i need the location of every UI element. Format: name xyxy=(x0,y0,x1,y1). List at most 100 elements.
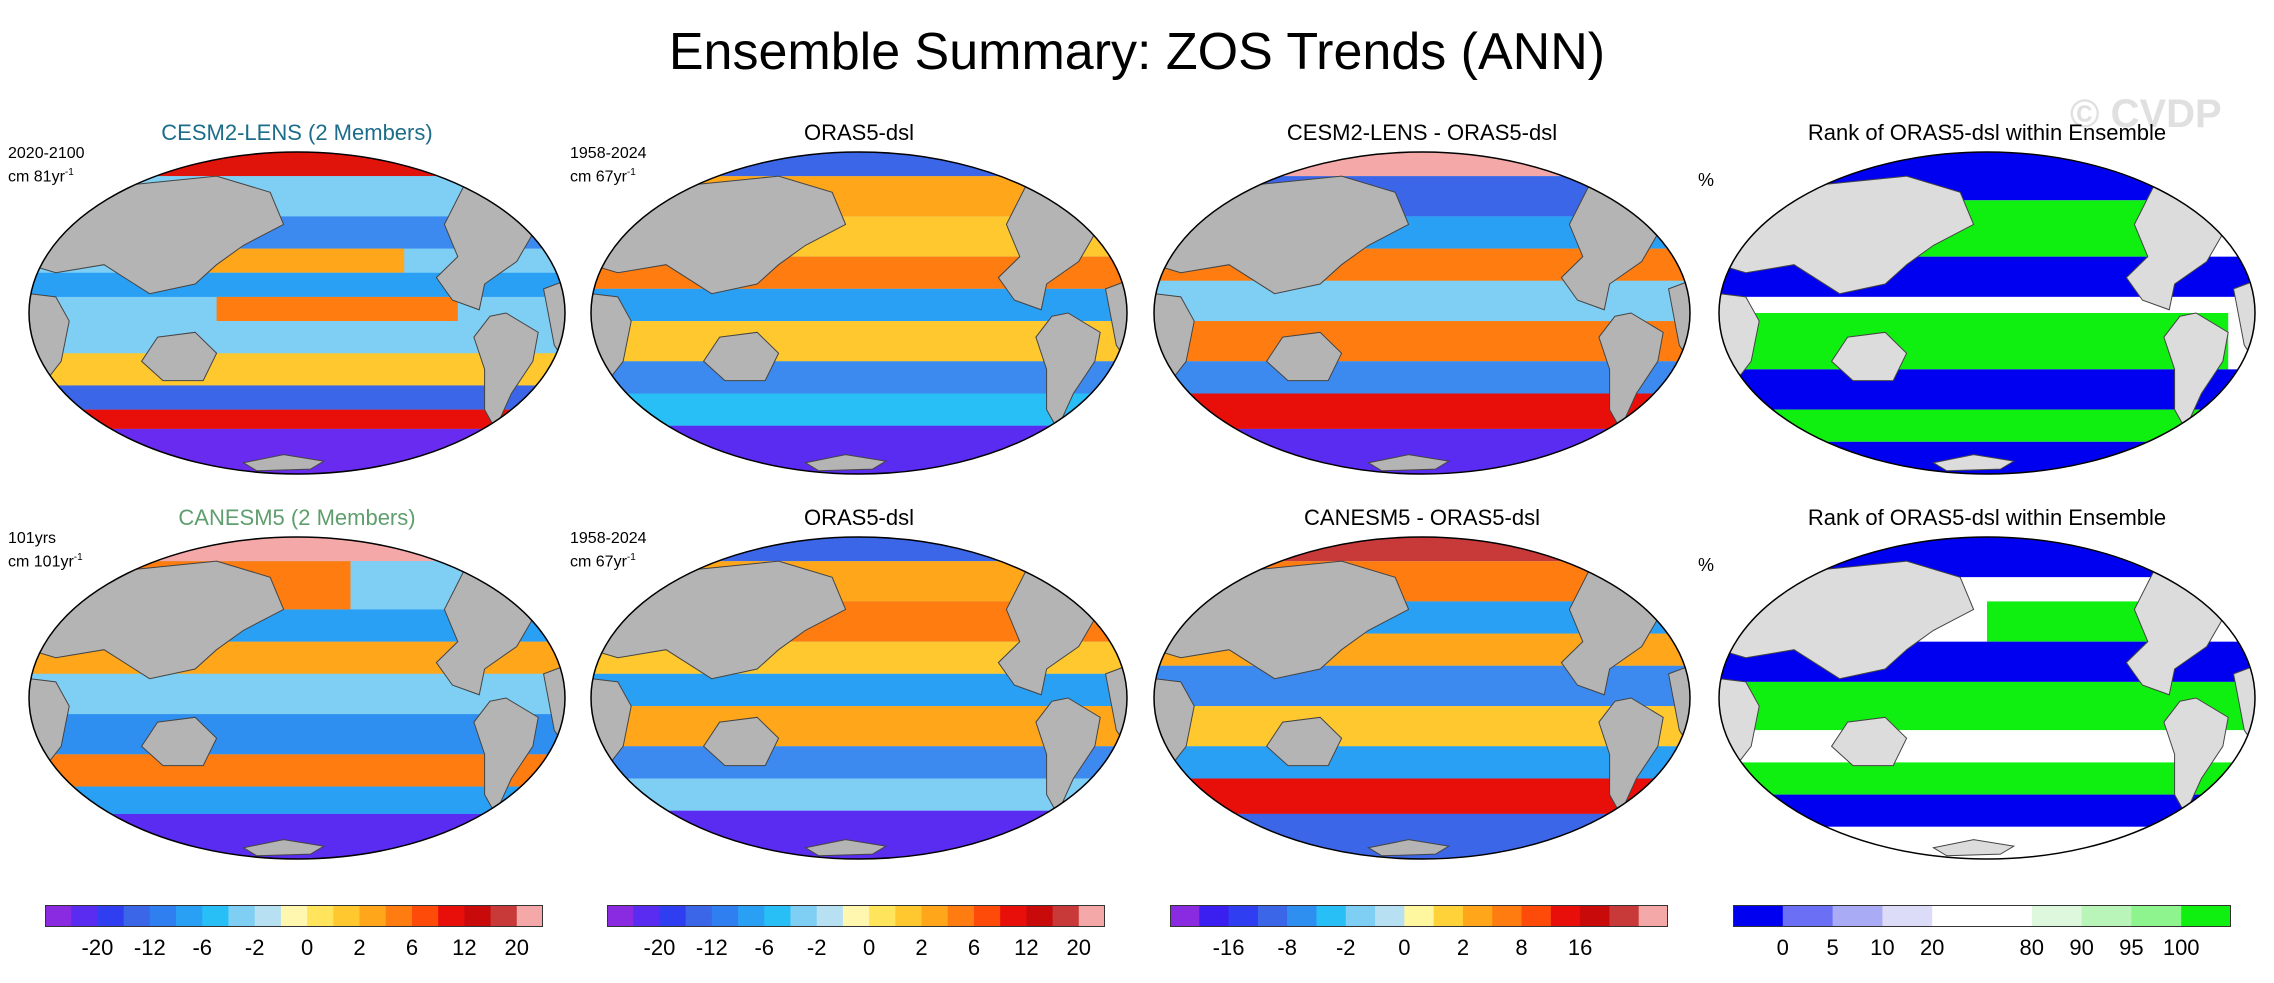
colorbar-swatch xyxy=(464,905,492,927)
percent-label: % xyxy=(1698,170,1715,190)
colorbar-tick-label: -2 xyxy=(1335,935,1356,960)
ocean-band xyxy=(591,746,1127,779)
colorbar-tick-label: -8 xyxy=(1277,935,1297,960)
period-label: 2020-2100 xyxy=(8,145,85,162)
land-africa_r xyxy=(1667,665,1690,748)
panel-title: Rank of ORAS5-dsl within Ensemble xyxy=(1807,505,2167,530)
panel-info: 2020-2100 cm 81yr-1 xyxy=(8,144,85,186)
colorbar-swatch xyxy=(842,905,870,927)
colorbar-tick-label: 95 xyxy=(2119,935,2144,960)
colorbar-swatch xyxy=(633,905,660,927)
world-map xyxy=(1153,536,1691,860)
ocean-band xyxy=(1719,409,2255,442)
land-antarc xyxy=(1932,454,2016,472)
panel-title: CANESM5 - ORAS5-dsl xyxy=(1304,505,1540,530)
colorbar-swatch xyxy=(490,905,518,927)
panel-info: 101yrs cm 101yr-1 xyxy=(8,529,83,571)
colorbar-swatch xyxy=(1638,905,1669,927)
colorbar-tick-label: 2 xyxy=(1456,935,1470,960)
colorbar-swatch xyxy=(659,905,687,927)
land-austral xyxy=(140,716,218,767)
ocean-band xyxy=(591,393,1127,426)
map-panel: CANESM5 (2 Members) 101yrs cm 101yr-1 xyxy=(8,505,568,865)
land-samerica xyxy=(2163,697,2229,816)
colorbar-tick-label: -20 xyxy=(643,935,676,960)
colorbar-tick-label: -2 xyxy=(806,935,827,960)
land-austral xyxy=(1830,331,1908,382)
colorbar-tick-label: 20 xyxy=(1066,935,1092,960)
land-africa_r xyxy=(2232,280,2255,363)
units-label: cm 67yr-1 xyxy=(570,552,636,571)
ocean-band xyxy=(29,353,565,386)
colorbar-tick-label: -2 xyxy=(244,935,265,960)
colorbar-swatch xyxy=(1521,905,1552,927)
colorbar-tick-label: 10 xyxy=(1870,935,1895,960)
ocean-band xyxy=(591,361,1127,394)
world-map xyxy=(590,151,1128,475)
colorbar-tick-label: -6 xyxy=(192,935,213,960)
colorbar-swatch xyxy=(738,905,765,927)
colorbar-tick-label: 6 xyxy=(405,935,419,960)
ocean-band xyxy=(1154,152,1690,177)
colorbar-tick-label: 0 xyxy=(1776,935,1789,960)
panel-title: CESM2-LENS (2 Members) xyxy=(161,120,433,145)
colorbar-swatches xyxy=(45,905,544,927)
colorbar-swatch xyxy=(1832,905,1883,927)
ocean-band xyxy=(216,296,458,322)
land-samerica xyxy=(1598,312,1664,431)
percent-label: % xyxy=(1698,555,1715,575)
land-africa_r xyxy=(542,665,565,748)
panel-info: 1958-2024 cm 67yr-1 xyxy=(570,529,647,571)
map-outline xyxy=(28,536,566,860)
panel-title: CESM2-LENS - ORAS5-dsl xyxy=(1286,120,1558,145)
colorbar-tick-label: 8 xyxy=(1515,935,1528,960)
land-greenland xyxy=(1059,539,1101,586)
land-greenland xyxy=(1622,539,1664,586)
map-outline xyxy=(1153,536,1691,860)
land-austral xyxy=(140,331,218,382)
land-africa_r xyxy=(1104,665,1127,748)
map-outline xyxy=(1718,151,2256,475)
colorbar-swatch xyxy=(2031,905,2083,927)
colorbar-swatch xyxy=(280,905,308,927)
ocean-band xyxy=(1154,361,1690,394)
land-samerica xyxy=(473,697,539,816)
colorbar-swatch xyxy=(45,905,72,927)
map-panel: Rank of ORAS5-dsl within Ensemble% xyxy=(1698,120,2258,480)
ocean-band xyxy=(1719,537,2255,578)
colorbar-swatch xyxy=(1982,905,2033,927)
colorbar-swatch xyxy=(1580,905,1610,927)
colorbar-swatch xyxy=(307,905,334,927)
colorbar-tick-label: 90 xyxy=(2069,935,2094,960)
ocean-band xyxy=(1719,152,2255,201)
ocean-band xyxy=(1154,746,1690,779)
land-antarc xyxy=(242,454,326,472)
world-map xyxy=(1153,151,1691,475)
colorbar-swatch xyxy=(97,905,125,927)
ocean-band xyxy=(29,385,565,410)
ocean-band xyxy=(29,152,565,177)
world-map xyxy=(1718,536,2256,860)
colorbar-swatch xyxy=(1052,905,1080,927)
colorbar-swatch xyxy=(1375,905,1405,927)
colorbar-swatch xyxy=(176,905,203,927)
colorbar-tick-label: 100 xyxy=(2162,935,2200,960)
panel-title: Rank of ORAS5-dsl within Ensemble xyxy=(1807,120,2167,145)
colorbar-tick-label: 0 xyxy=(862,935,876,960)
colorbar-tick-label: 2 xyxy=(353,935,366,960)
colorbar-swatch xyxy=(869,905,896,927)
colorbar-tick-label: 20 xyxy=(504,935,530,960)
ocean-band xyxy=(1154,393,1690,429)
units-label: cm 81yr-1 xyxy=(8,167,74,186)
world-map xyxy=(590,536,1128,860)
colorbar-swatch xyxy=(1287,905,1317,927)
map-outline xyxy=(1718,536,2256,860)
colorbar-swatch xyxy=(228,905,256,927)
colorbar-tick-label: 2 xyxy=(915,935,928,960)
map-panel: CESM2-LENS - ORAS5-dsl xyxy=(1133,120,1693,480)
ocean-band xyxy=(591,288,1127,322)
map-outline xyxy=(28,151,566,475)
colorbar-tick-label: 80 xyxy=(2019,935,2045,960)
colorbar-swatch xyxy=(1228,905,1259,927)
colorbar-swatch xyxy=(438,905,465,927)
